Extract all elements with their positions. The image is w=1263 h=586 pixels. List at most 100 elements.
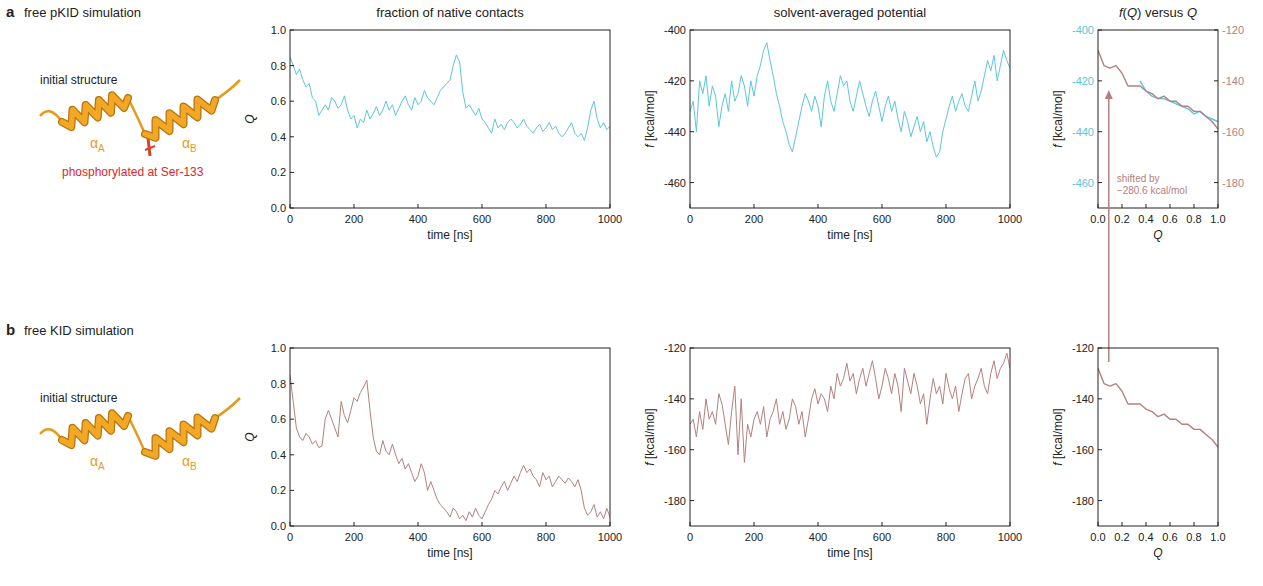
y-tick-label: 0.4 bbox=[271, 131, 286, 143]
y-axis-title: f [kcal/mol] bbox=[1051, 90, 1065, 147]
x-tick-label: 0 bbox=[687, 213, 693, 225]
x-axis-title: time [ns] bbox=[427, 228, 472, 242]
helix-label: αA bbox=[90, 135, 105, 154]
y-tick bbox=[290, 490, 294, 491]
x-tick-label: 400 bbox=[409, 531, 427, 543]
helix-label: αB bbox=[182, 135, 197, 154]
x-tick bbox=[418, 522, 419, 526]
y-tick bbox=[290, 454, 294, 455]
x-tick-label: 200 bbox=[345, 213, 363, 225]
y-axis-title: Q bbox=[243, 432, 257, 441]
text-part: [kcal/mol] bbox=[1051, 408, 1065, 462]
structure-cartoon bbox=[40, 398, 240, 456]
x-tick bbox=[1122, 204, 1123, 208]
y-tick-label: -440 bbox=[664, 126, 686, 138]
modification-label: phosphorylated at Ser-133 bbox=[62, 165, 204, 179]
x-tick-label: 200 bbox=[745, 531, 763, 543]
y2-tick bbox=[1214, 80, 1218, 81]
y-tick-label: -400 bbox=[664, 24, 686, 36]
text-part: Q bbox=[1153, 546, 1162, 560]
helix-label: αB bbox=[182, 453, 197, 472]
x-axis-title: Q bbox=[1153, 546, 1162, 560]
y-tick bbox=[290, 65, 294, 66]
x-tick bbox=[546, 522, 547, 526]
y-tick-label: -420 bbox=[1072, 75, 1094, 87]
y2-tick-label: -180 bbox=[1222, 177, 1244, 189]
y-tick bbox=[290, 30, 294, 31]
y-tick-label: 0.0 bbox=[271, 202, 286, 214]
text-part: [kcal/mol] bbox=[643, 408, 657, 462]
y-tick-label: -400 bbox=[1072, 24, 1094, 36]
x-tick bbox=[610, 522, 611, 526]
x-tick-label: 200 bbox=[345, 531, 363, 543]
y-tick bbox=[690, 80, 694, 81]
y-tick-label: 1.0 bbox=[271, 24, 286, 36]
panel-letter: b bbox=[6, 321, 15, 338]
y2-tick-label: -120 bbox=[1222, 24, 1244, 36]
y-tick-label: -460 bbox=[664, 177, 686, 189]
y-tick-label: 0.8 bbox=[271, 60, 286, 72]
y-tick-label: -160 bbox=[664, 444, 686, 456]
x-tick bbox=[290, 522, 291, 526]
y2-tick-label: -160 bbox=[1222, 126, 1244, 138]
x-tick bbox=[482, 204, 483, 208]
x-tick bbox=[1122, 522, 1123, 526]
x-tick-label: 0.8 bbox=[1186, 531, 1201, 543]
x-tick-label: 600 bbox=[873, 213, 891, 225]
x-axis-title: time [ns] bbox=[827, 546, 872, 560]
y-tick bbox=[290, 526, 294, 527]
x-tick bbox=[754, 522, 755, 526]
helix-outline bbox=[145, 418, 215, 456]
x-tick-label: 0.0 bbox=[1090, 531, 1105, 543]
text-part: solvent-averaged potential bbox=[774, 5, 927, 20]
y2-tick bbox=[1214, 30, 1218, 31]
x-tick bbox=[1010, 204, 1011, 208]
column-title: solvent-averaged potential bbox=[774, 5, 927, 20]
y-tick bbox=[290, 208, 294, 209]
text-part: Q bbox=[1127, 5, 1137, 20]
coil bbox=[215, 80, 240, 100]
helix-outline bbox=[62, 413, 128, 445]
coil bbox=[215, 398, 240, 418]
helix-label: αA bbox=[90, 453, 105, 472]
x-tick bbox=[1218, 522, 1219, 526]
helix-label-base: α bbox=[182, 453, 190, 469]
x-tick-label: 800 bbox=[937, 213, 955, 225]
plot-frame bbox=[690, 30, 1010, 208]
helix bbox=[145, 100, 215, 138]
y-tick bbox=[690, 500, 694, 501]
y-tick bbox=[690, 30, 694, 31]
x-tick-label: 800 bbox=[537, 531, 555, 543]
y2-tick bbox=[1214, 182, 1218, 183]
structure-cartoon bbox=[40, 80, 240, 156]
shift-arrow bbox=[1108, 97, 1110, 362]
x-axis-title: Q bbox=[1153, 228, 1162, 242]
plot-lines bbox=[690, 43, 1010, 157]
x-tick-label: 0.2 bbox=[1114, 531, 1129, 543]
y-tick-label: -140 bbox=[1072, 393, 1094, 405]
y-tick bbox=[690, 398, 694, 399]
plot-lines bbox=[290, 55, 610, 140]
text-part: Q bbox=[243, 114, 257, 123]
x-tick-label: 1.0 bbox=[1210, 531, 1225, 543]
text-part: time [ns] bbox=[427, 546, 472, 560]
x-tick bbox=[690, 204, 691, 208]
helix bbox=[62, 413, 128, 445]
x-axis-title: time [ns] bbox=[827, 228, 872, 242]
x-tick-label: 0 bbox=[287, 531, 293, 543]
coil bbox=[128, 98, 145, 134]
x-tick bbox=[1194, 522, 1195, 526]
x-tick-label: 0.0 bbox=[1090, 213, 1105, 225]
x-tick bbox=[754, 204, 755, 208]
x-tick bbox=[290, 204, 291, 208]
y-tick-label: 1.0 bbox=[271, 342, 286, 354]
panel-letter: a bbox=[6, 3, 15, 20]
text-part: Q bbox=[243, 432, 257, 441]
x-tick bbox=[882, 522, 883, 526]
y-tick-label: -140 bbox=[664, 393, 686, 405]
x-tick-label: 200 bbox=[745, 213, 763, 225]
x-tick-label: 1000 bbox=[598, 213, 622, 225]
x-tick-label: 1000 bbox=[998, 213, 1022, 225]
y-tick-label: 0.8 bbox=[271, 378, 286, 390]
chart: 0.00.20.40.60.81.0-180-160-140-120Qf [kc… bbox=[1051, 342, 1226, 560]
